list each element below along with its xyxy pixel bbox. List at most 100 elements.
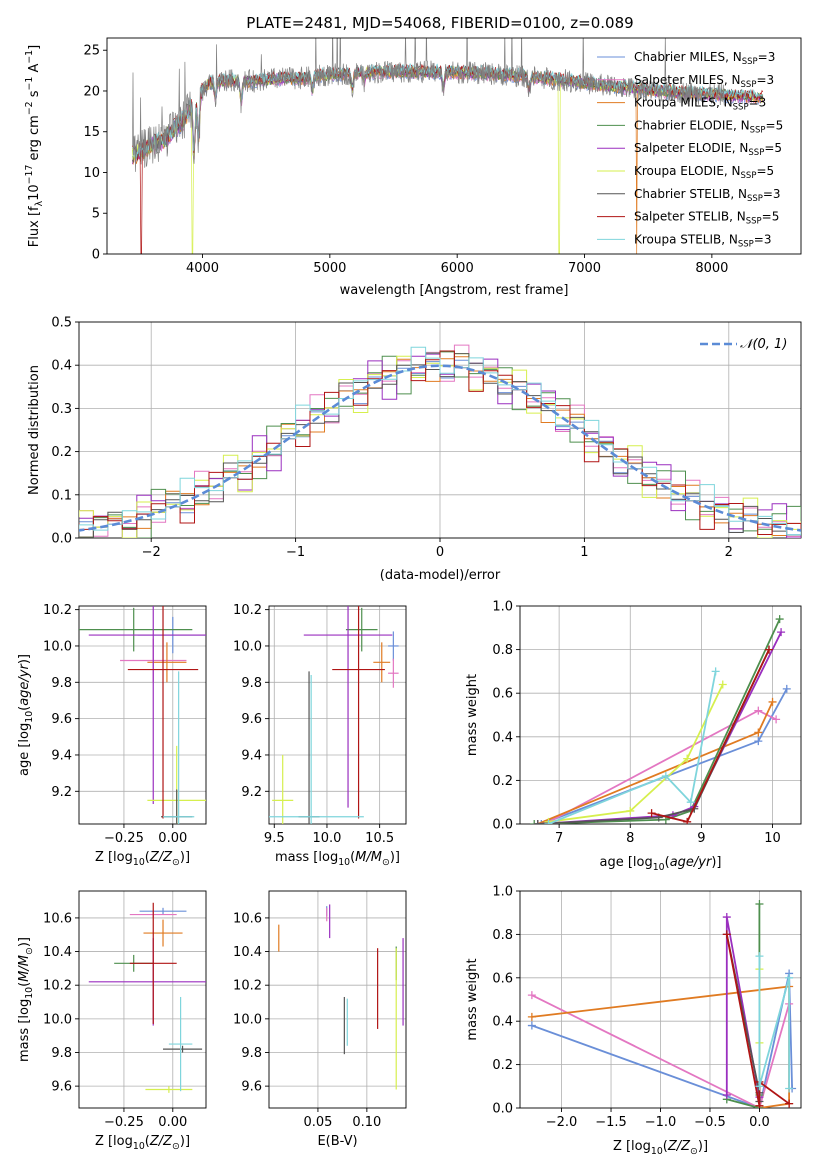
series-line — [531, 973, 793, 1108]
plot-area — [132, 38, 764, 254]
legend-label-count: =3 — [754, 232, 772, 246]
y-tick-label: 9.8 — [51, 1046, 72, 1061]
legend-item-salpeter-miles: Salpeter MILES, NSSP=3 — [597, 73, 774, 90]
errorbar-kroupa-miles — [143, 919, 183, 947]
y-tick-label: 0.4 — [492, 1015, 513, 1030]
legend-item-kroupa-stelib: Kroupa STELIB, NSSP=3 — [597, 232, 772, 249]
plot-frame — [78, 890, 207, 1109]
x-tick-label: 6000 — [441, 261, 474, 276]
x-axis-label: E(B-V) — [317, 1134, 357, 1149]
plus-marker — [775, 615, 784, 624]
plus-marker — [782, 684, 791, 693]
plus-marker — [527, 1021, 536, 1030]
x-tick-label: 0.0 — [749, 1115, 770, 1130]
plus-marker — [754, 728, 763, 737]
legend-label-subscript: SSP — [741, 80, 757, 90]
errorbar-chabrier-miles — [139, 907, 187, 915]
plus-marker — [755, 1101, 764, 1108]
legend-label-subscript: SSP — [750, 125, 766, 135]
legend-label-count: =5 — [756, 164, 774, 178]
y-tick-label: 9.8 — [241, 1046, 262, 1061]
y-axis-label: Normed distribution — [27, 365, 42, 495]
plot-frame — [268, 890, 407, 1109]
plus-marker — [711, 667, 720, 676]
y-tick-label: 0.2 — [492, 1058, 513, 1073]
errorbar-salpeter-elodie — [88, 606, 206, 805]
legend-label: 𝒩(0, 1) — [740, 337, 787, 352]
y-tick-label: 0.0 — [51, 532, 72, 547]
y-tick-label: 10.0 — [43, 1012, 72, 1027]
x-tick-label: 10.0 — [312, 831, 341, 846]
legend: 𝒩(0, 1) — [700, 337, 787, 352]
plot-area — [269, 606, 399, 824]
x-tick-label: 1 — [580, 545, 588, 560]
plot-frame — [78, 605, 207, 825]
y-tick-label: 0.4 — [51, 359, 72, 374]
plus-marker — [754, 706, 763, 715]
y-tick-label: 9.6 — [241, 712, 262, 727]
plot-frame — [268, 605, 407, 825]
y-axis-label: mass weight — [465, 958, 480, 1040]
y-tick-label: 0.1 — [51, 488, 72, 503]
errorbar-salpeter-miles — [388, 658, 399, 688]
legend-label: Chabrier ELODIE, NSSP=5 — [634, 118, 783, 135]
errorbar-kroupa-stelib — [269, 675, 364, 824]
legend-label-subscript: SSP — [733, 103, 749, 113]
legend-label-subscript: SSP — [746, 217, 762, 227]
legend-item-salpeter-elodie: Salpeter ELODIE, NSSP=5 — [597, 141, 782, 158]
residuals-panel: −2 −1 0 1 2 0.0 0.1 0.2 0.3 0.4 0.5 (data-model)/er… — [27, 316, 802, 583]
x-tick-label: 2 — [725, 545, 733, 560]
x-tick-label: −2.0 — [546, 1115, 578, 1130]
plus-marker — [777, 628, 786, 637]
legend-item-kroupa-miles: Kroupa MILES, NSSP=3 — [597, 96, 766, 113]
x-tick-label: 9.5 — [264, 831, 285, 846]
y-tick-label: 10.0 — [43, 639, 72, 654]
y-tick-label: 1.0 — [492, 885, 513, 900]
y-tick-label: 0.2 — [51, 445, 72, 460]
legend-label-main: Kroupa STELIB, N — [634, 232, 738, 246]
legend-item-chabrier-elodie: Chabrier ELODIE, NSSP=5 — [597, 118, 783, 135]
plus-marker — [626, 806, 635, 815]
x-tick-label: 8 — [626, 831, 634, 846]
errorbar-salpeter-elodie — [303, 606, 393, 808]
mass-weight-series-kroupa-stelib — [544, 667, 720, 824]
plot-area — [527, 900, 797, 1108]
legend-label: Salpeter MILES, NSSP=3 — [634, 73, 774, 90]
plus-marker — [683, 754, 692, 763]
errorbar-chabrier-elodie — [345, 607, 378, 652]
plus-marker — [722, 930, 731, 939]
y-tick-label: 10.2 — [233, 979, 262, 994]
series-line — [548, 671, 717, 824]
y-tick-label: 10 — [83, 166, 100, 181]
x-tick-label: −0.5 — [694, 1115, 726, 1130]
errorbar-kroupa-stelib — [163, 671, 195, 824]
plot-area — [278, 904, 404, 1090]
y-axis-label: age [log10(age/yr)] — [17, 654, 35, 776]
legend-label-count: =5 — [766, 118, 784, 132]
mass-weight-vs-age-panel: 7 8 9 10 0.0 0.2 0.4 0.6 0.8 1.0 age [log10(age/yr… — [465, 600, 802, 873]
x-axis-label: (data-model)/error — [380, 568, 501, 583]
y-tick-label: 9.2 — [51, 785, 72, 800]
x-tick-label: −2 — [142, 545, 161, 560]
legend-label: Kroupa ELODIE, NSSP=5 — [634, 164, 774, 181]
x-tick-label: 0.00 — [158, 1115, 187, 1130]
mass-weight-series-kroupa-stelib — [755, 952, 794, 1093]
y-tick-label: 1.0 — [492, 600, 513, 615]
mass-weight-series-kroupa-miles — [533, 697, 777, 824]
mass-weight-vs-metallicity-panel: −2.0 −1.5 −1.0 −0.5 0.0 0.0 0.2 0.4 0.6 0.8 1.0 Z [… — [465, 885, 802, 1157]
errorbar-chabrier-stelib — [163, 1045, 203, 1053]
y-tick-label: 9.6 — [51, 1080, 72, 1095]
series-line — [758, 956, 790, 1089]
plot-area — [88, 902, 206, 1093]
legend-label-main: Salpeter ELODIE, N — [634, 141, 748, 155]
legend-label-subscript: SSP — [738, 239, 754, 249]
y-tick-label: 9.8 — [51, 676, 72, 691]
y-tick-label: 10.4 — [233, 945, 262, 960]
y-tick-label: 0.2 — [492, 774, 513, 789]
legend-label-subscript: SSP — [748, 148, 764, 158]
y-tick-label: 10.6 — [233, 911, 262, 926]
y-tick-label: 9.8 — [241, 676, 262, 691]
x-tick-label: 0 — [436, 545, 444, 560]
y-tick-label: 9.6 — [241, 1080, 262, 1095]
